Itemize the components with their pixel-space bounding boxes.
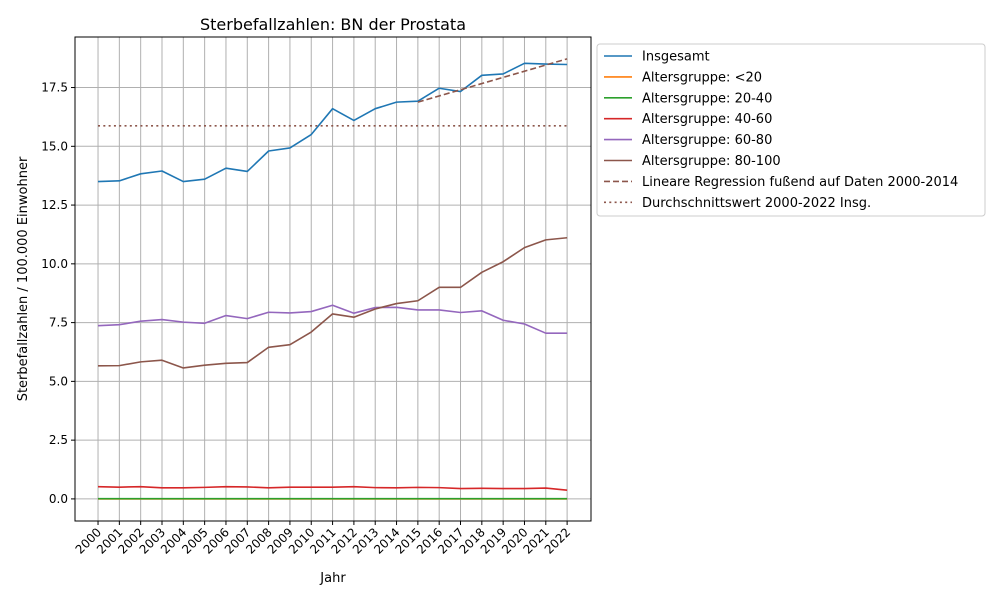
chart-title: Sterbefallzahlen: BN der Prostata <box>200 15 466 34</box>
legend-label: Insgesamt <box>642 50 710 65</box>
y-tick-label: 0.0 <box>49 492 68 506</box>
y-tick-label: 12.5 <box>41 198 68 212</box>
legend-label: Altersgruppe: 80-100 <box>642 154 781 169</box>
legend-label: Altersgruppe: 40-60 <box>642 112 772 127</box>
legend-label: Altersgruppe: <20 <box>642 70 762 85</box>
y-tick-label: 2.5 <box>49 433 68 447</box>
legend-box <box>596 43 986 217</box>
series-line-5 <box>98 236 568 369</box>
y-tick-label: 7.5 <box>49 316 68 330</box>
x-axis-label: Jahr <box>319 571 346 586</box>
legend: Insgesamt Altersgruppe: <20 Altersgruppe: … <box>596 43 986 217</box>
legend-label: Durchschnittswert 2000-2022 Insg. <box>642 196 871 211</box>
legend-label: Lineare Regression fußend auf Daten 2000… <box>642 175 958 190</box>
y-tick-label: 5.0 <box>49 374 68 388</box>
y-tick-label: 15.0 <box>41 139 68 153</box>
series-line-6 <box>417 58 568 103</box>
series-line-0 <box>98 62 568 183</box>
grid <box>75 37 591 521</box>
series-line-3 <box>98 485 568 492</box>
ticks: 2000200120022003200420052006200720082009… <box>41 81 573 557</box>
legend-label: Altersgruppe: 20-40 <box>642 91 772 106</box>
y-axis-label: Sterbefallzahlen / 100.000 Einwohner <box>16 156 31 401</box>
series-line-4 <box>97 304 568 334</box>
y-tick-label: 10.0 <box>41 257 68 271</box>
y-tick-label: 17.5 <box>41 81 68 95</box>
legend-label: Altersgruppe: 60-80 <box>642 133 772 148</box>
series-group <box>97 58 568 500</box>
